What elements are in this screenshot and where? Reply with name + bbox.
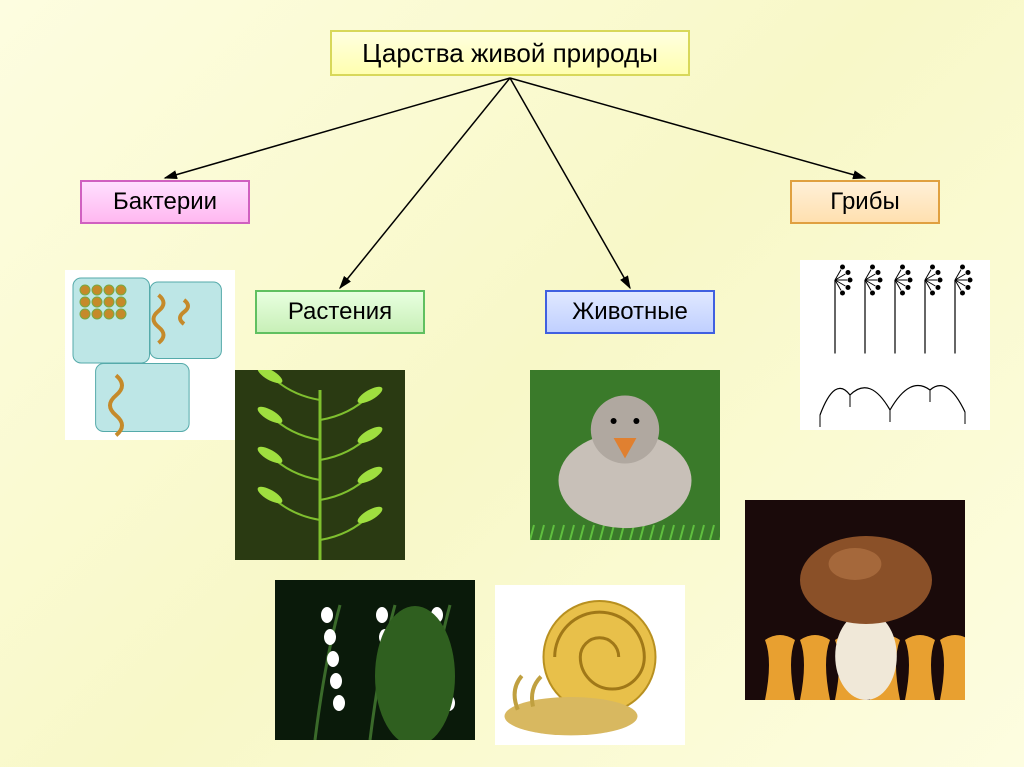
title-node: Царства живой природы: [330, 30, 690, 76]
node-animals: Животные: [545, 290, 715, 334]
node-fungi: Грибы: [790, 180, 940, 224]
illustration-snail-img: [495, 585, 685, 745]
node-label-fungi: Грибы: [830, 188, 899, 216]
node-bacteria: Бактерии: [80, 180, 250, 224]
illustration-bacteria-img: [65, 270, 235, 440]
illustration-fungi-draw: [800, 260, 990, 430]
node-label-animals: Животные: [572, 298, 688, 326]
illustration-mushroom-img: [745, 500, 965, 700]
title-text: Царства живой природы: [362, 38, 658, 69]
illustration-goose-img: [530, 370, 720, 540]
illustration-plant-img: [235, 370, 405, 560]
node-label-plants: Растения: [288, 298, 392, 326]
illustration-flower-img: [275, 580, 475, 740]
node-plants: Растения: [255, 290, 425, 334]
node-label-bacteria: Бактерии: [113, 188, 217, 216]
